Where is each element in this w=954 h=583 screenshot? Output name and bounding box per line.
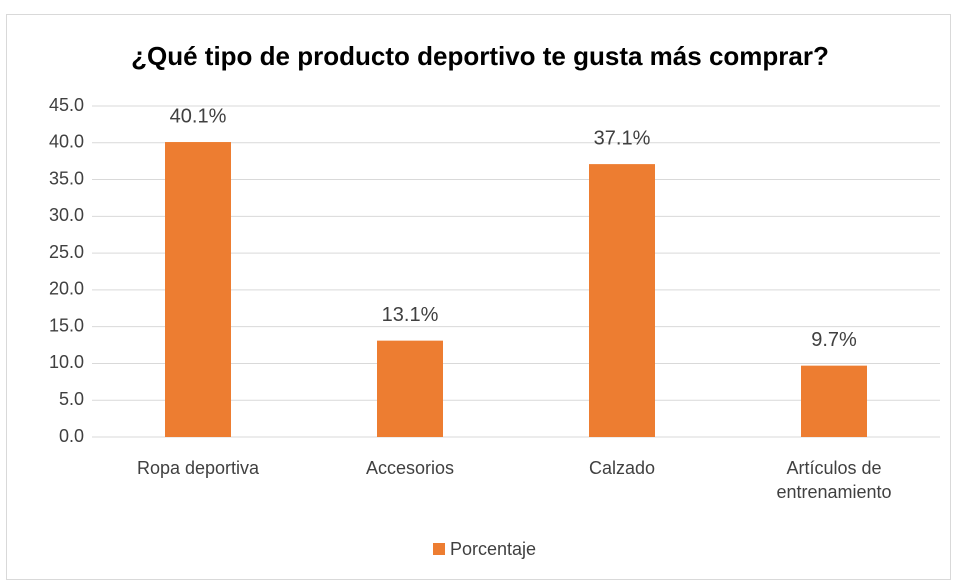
y-tick-label: 15.0 xyxy=(49,315,84,335)
y-tick-label: 10.0 xyxy=(49,352,84,372)
chart-title: ¿Qué tipo de producto deportivo te gusta… xyxy=(131,41,829,71)
x-tick-label: Ropa deportiva xyxy=(136,458,260,478)
bar xyxy=(589,164,655,437)
y-tick-label: 20.0 xyxy=(49,279,84,299)
y-tick-label: 30.0 xyxy=(49,205,84,225)
legend-label: Porcentaje xyxy=(450,539,536,559)
chart-border xyxy=(6,14,951,580)
data-label: 13.1% xyxy=(382,304,439,326)
y-tick-label: 35.0 xyxy=(49,168,84,188)
x-tick-label: Accesorios xyxy=(365,458,455,478)
data-label: 40.1% xyxy=(170,105,227,127)
bar xyxy=(801,365,867,437)
bar xyxy=(377,340,443,437)
y-tick-label: 45.0 xyxy=(49,95,84,115)
x-tick-label: Calzado xyxy=(588,458,656,478)
legend-swatch xyxy=(433,543,445,555)
bar xyxy=(165,142,231,437)
y-tick-label: 40.0 xyxy=(49,132,84,152)
data-label: 9.7% xyxy=(811,329,857,351)
x-tick-label: Artículos de entrenamiento xyxy=(776,458,892,502)
y-tick-label: 5.0 xyxy=(59,389,84,409)
y-tick-label: 25.0 xyxy=(49,242,84,262)
y-tick-label: 0.0 xyxy=(59,426,84,446)
data-label: 37.1% xyxy=(594,127,651,149)
